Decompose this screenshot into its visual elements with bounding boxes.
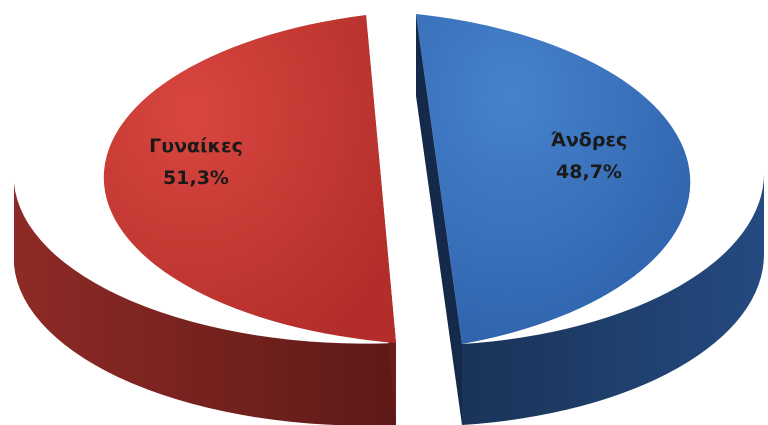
pie-slice-women: Γυναίκες 51,3% (14, 15, 396, 425)
slice-value-men: 48,7% (556, 161, 622, 183)
pie-slice-women-top (103, 15, 396, 343)
pie-slice-men: Άνδρες 48,7% (416, 14, 765, 425)
slice-label-women: Γυναίκες (149, 135, 243, 157)
pie-slice-men-cut-face (416, 14, 462, 425)
slice-label-men: Άνδρες (551, 129, 628, 151)
pie-slice-men-top (416, 14, 691, 344)
pie-slice-women-side (14, 183, 396, 425)
slice-value-women: 51,3% (163, 167, 229, 189)
pie-slice-men-side (462, 172, 765, 425)
